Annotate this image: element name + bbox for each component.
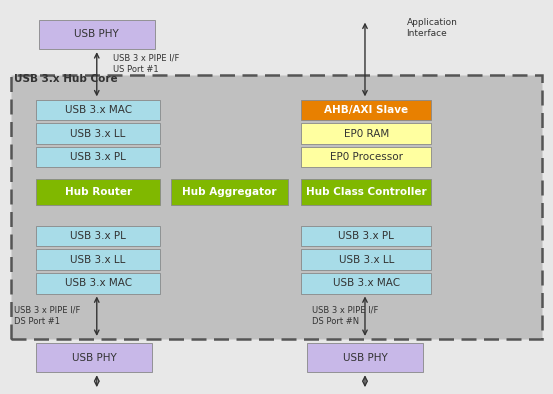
Text: USB 3.x LL: USB 3.x LL xyxy=(70,128,126,139)
Text: AHB/AXI Slave: AHB/AXI Slave xyxy=(324,105,409,115)
Text: USB 3 x PIPE I/F
DS Port #1: USB 3 x PIPE I/F DS Port #1 xyxy=(14,306,80,326)
Text: Hub Router: Hub Router xyxy=(65,187,132,197)
Bar xyxy=(301,273,431,294)
Bar xyxy=(307,343,423,372)
Bar xyxy=(39,20,155,49)
Text: USB 3.x Hub Core: USB 3.x Hub Core xyxy=(14,74,117,84)
Bar xyxy=(36,147,160,167)
Bar xyxy=(36,343,152,372)
Bar xyxy=(171,179,288,205)
Bar xyxy=(301,179,431,205)
Bar xyxy=(36,123,160,144)
Text: USB 3.x MAC: USB 3.x MAC xyxy=(65,105,132,115)
Bar xyxy=(36,249,160,270)
Text: USB 3.x PL: USB 3.x PL xyxy=(70,152,126,162)
Bar xyxy=(36,100,160,120)
Text: USB 3.x PL: USB 3.x PL xyxy=(70,231,126,241)
Bar xyxy=(301,147,431,167)
Bar xyxy=(301,123,431,144)
Bar xyxy=(301,249,431,270)
Text: USB PHY: USB PHY xyxy=(72,353,116,362)
Text: USB 3.x PL: USB 3.x PL xyxy=(338,231,394,241)
Text: Hub Class Controller: Hub Class Controller xyxy=(306,187,427,197)
Text: USB 3 x PIPE I/F
DS Port #N: USB 3 x PIPE I/F DS Port #N xyxy=(312,306,379,326)
Text: USB 3.x LL: USB 3.x LL xyxy=(338,255,394,265)
Bar xyxy=(301,226,431,246)
Text: EP0 RAM: EP0 RAM xyxy=(344,128,389,139)
Text: USB 3.x MAC: USB 3.x MAC xyxy=(65,278,132,288)
Text: USB 3.x MAC: USB 3.x MAC xyxy=(333,278,400,288)
Text: USB PHY: USB PHY xyxy=(343,353,387,362)
Text: USB 3.x LL: USB 3.x LL xyxy=(70,255,126,265)
Bar xyxy=(301,100,431,120)
Bar xyxy=(36,226,160,246)
Text: USB 3 x PIPE I/F
US Port #1: USB 3 x PIPE I/F US Port #1 xyxy=(113,54,180,74)
Bar xyxy=(11,75,542,339)
Text: Hub Aggregator: Hub Aggregator xyxy=(182,187,276,197)
Text: EP0 Processor: EP0 Processor xyxy=(330,152,403,162)
Text: USB PHY: USB PHY xyxy=(75,30,119,39)
Bar xyxy=(36,179,160,205)
Text: Application
Interface: Application Interface xyxy=(406,17,457,38)
Bar xyxy=(36,273,160,294)
